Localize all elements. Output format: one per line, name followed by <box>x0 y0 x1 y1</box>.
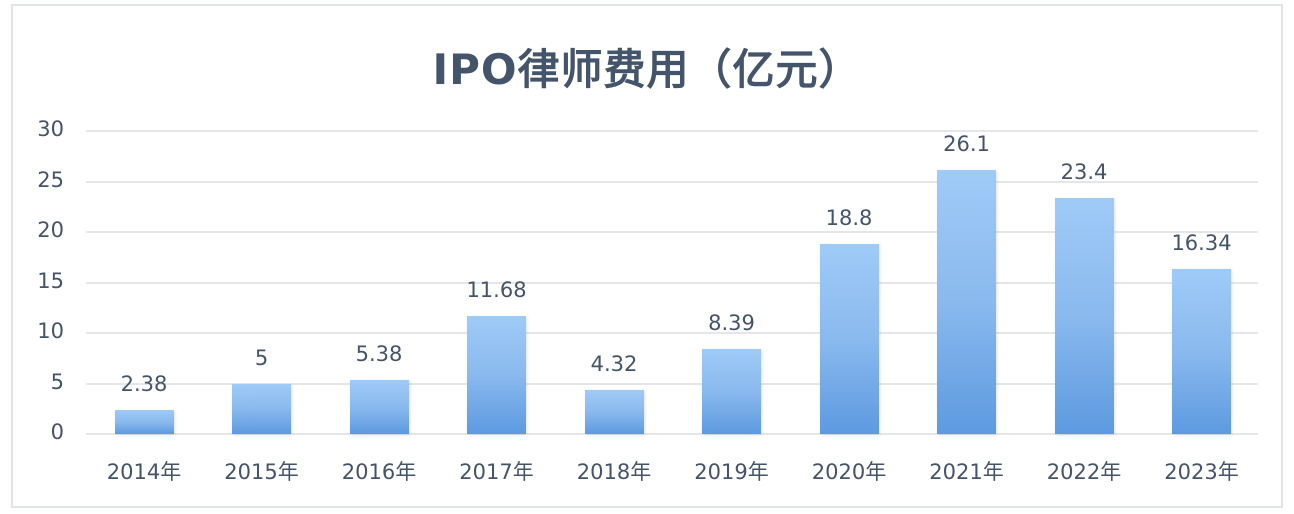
bar <box>937 170 996 434</box>
bar <box>114 409 174 434</box>
y-axis-tick-label: 20 <box>37 218 64 242</box>
bar <box>232 383 291 434</box>
x-axis-category-label: 2021年 <box>929 460 1004 484</box>
data-label: 5 <box>254 345 269 370</box>
chart-title: IPO律师费用（亿元） <box>432 45 862 94</box>
bar <box>349 379 409 434</box>
gridline <box>86 382 1258 385</box>
gridline <box>86 180 1258 183</box>
bar <box>819 244 879 434</box>
gridline <box>86 130 1258 132</box>
data-label: 26.1 <box>943 132 990 157</box>
bar <box>1172 268 1231 434</box>
data-label: 4.32 <box>590 352 638 377</box>
y-axis-tick-label: 15 <box>37 268 64 293</box>
gridline <box>86 281 1258 284</box>
data-label: 16.34 <box>1171 230 1232 255</box>
bar <box>1054 197 1114 434</box>
bar <box>584 390 644 434</box>
x-axis-category-label: 2016年 <box>341 460 417 484</box>
y-axis-tick-label: 30 <box>37 117 64 141</box>
data-label: 18.8 <box>825 206 873 231</box>
y-axis-tick-label: 10 <box>37 319 64 343</box>
gridline <box>86 332 1258 334</box>
gridline <box>86 231 1258 233</box>
x-axis-category-label: 2020年 <box>811 460 887 484</box>
x-axis-category-label: 2014年 <box>106 460 182 484</box>
x-axis-category-label: 2019年 <box>694 460 769 484</box>
y-axis-tick-label: 5 <box>50 369 64 394</box>
x-axis-category-label: 2018年 <box>576 460 652 484</box>
data-label: 2.38 <box>120 371 168 396</box>
bar <box>467 316 526 434</box>
x-axis-category-label: 2022年 <box>1046 460 1122 484</box>
gridline <box>86 433 1258 435</box>
data-label: 11.68 <box>466 278 527 303</box>
data-label: 5.38 <box>355 341 403 366</box>
x-axis-category-label: 2017年 <box>459 460 534 484</box>
y-axis-tick-label: 0 <box>50 420 64 444</box>
data-label: 23.4 <box>1060 159 1108 184</box>
bar <box>702 349 761 434</box>
x-axis-category-label: 2015年 <box>224 460 299 484</box>
x-axis-category-label: 2023年 <box>1164 460 1239 484</box>
data-label: 8.39 <box>708 311 755 336</box>
y-axis-tick-label: 25 <box>37 167 64 192</box>
